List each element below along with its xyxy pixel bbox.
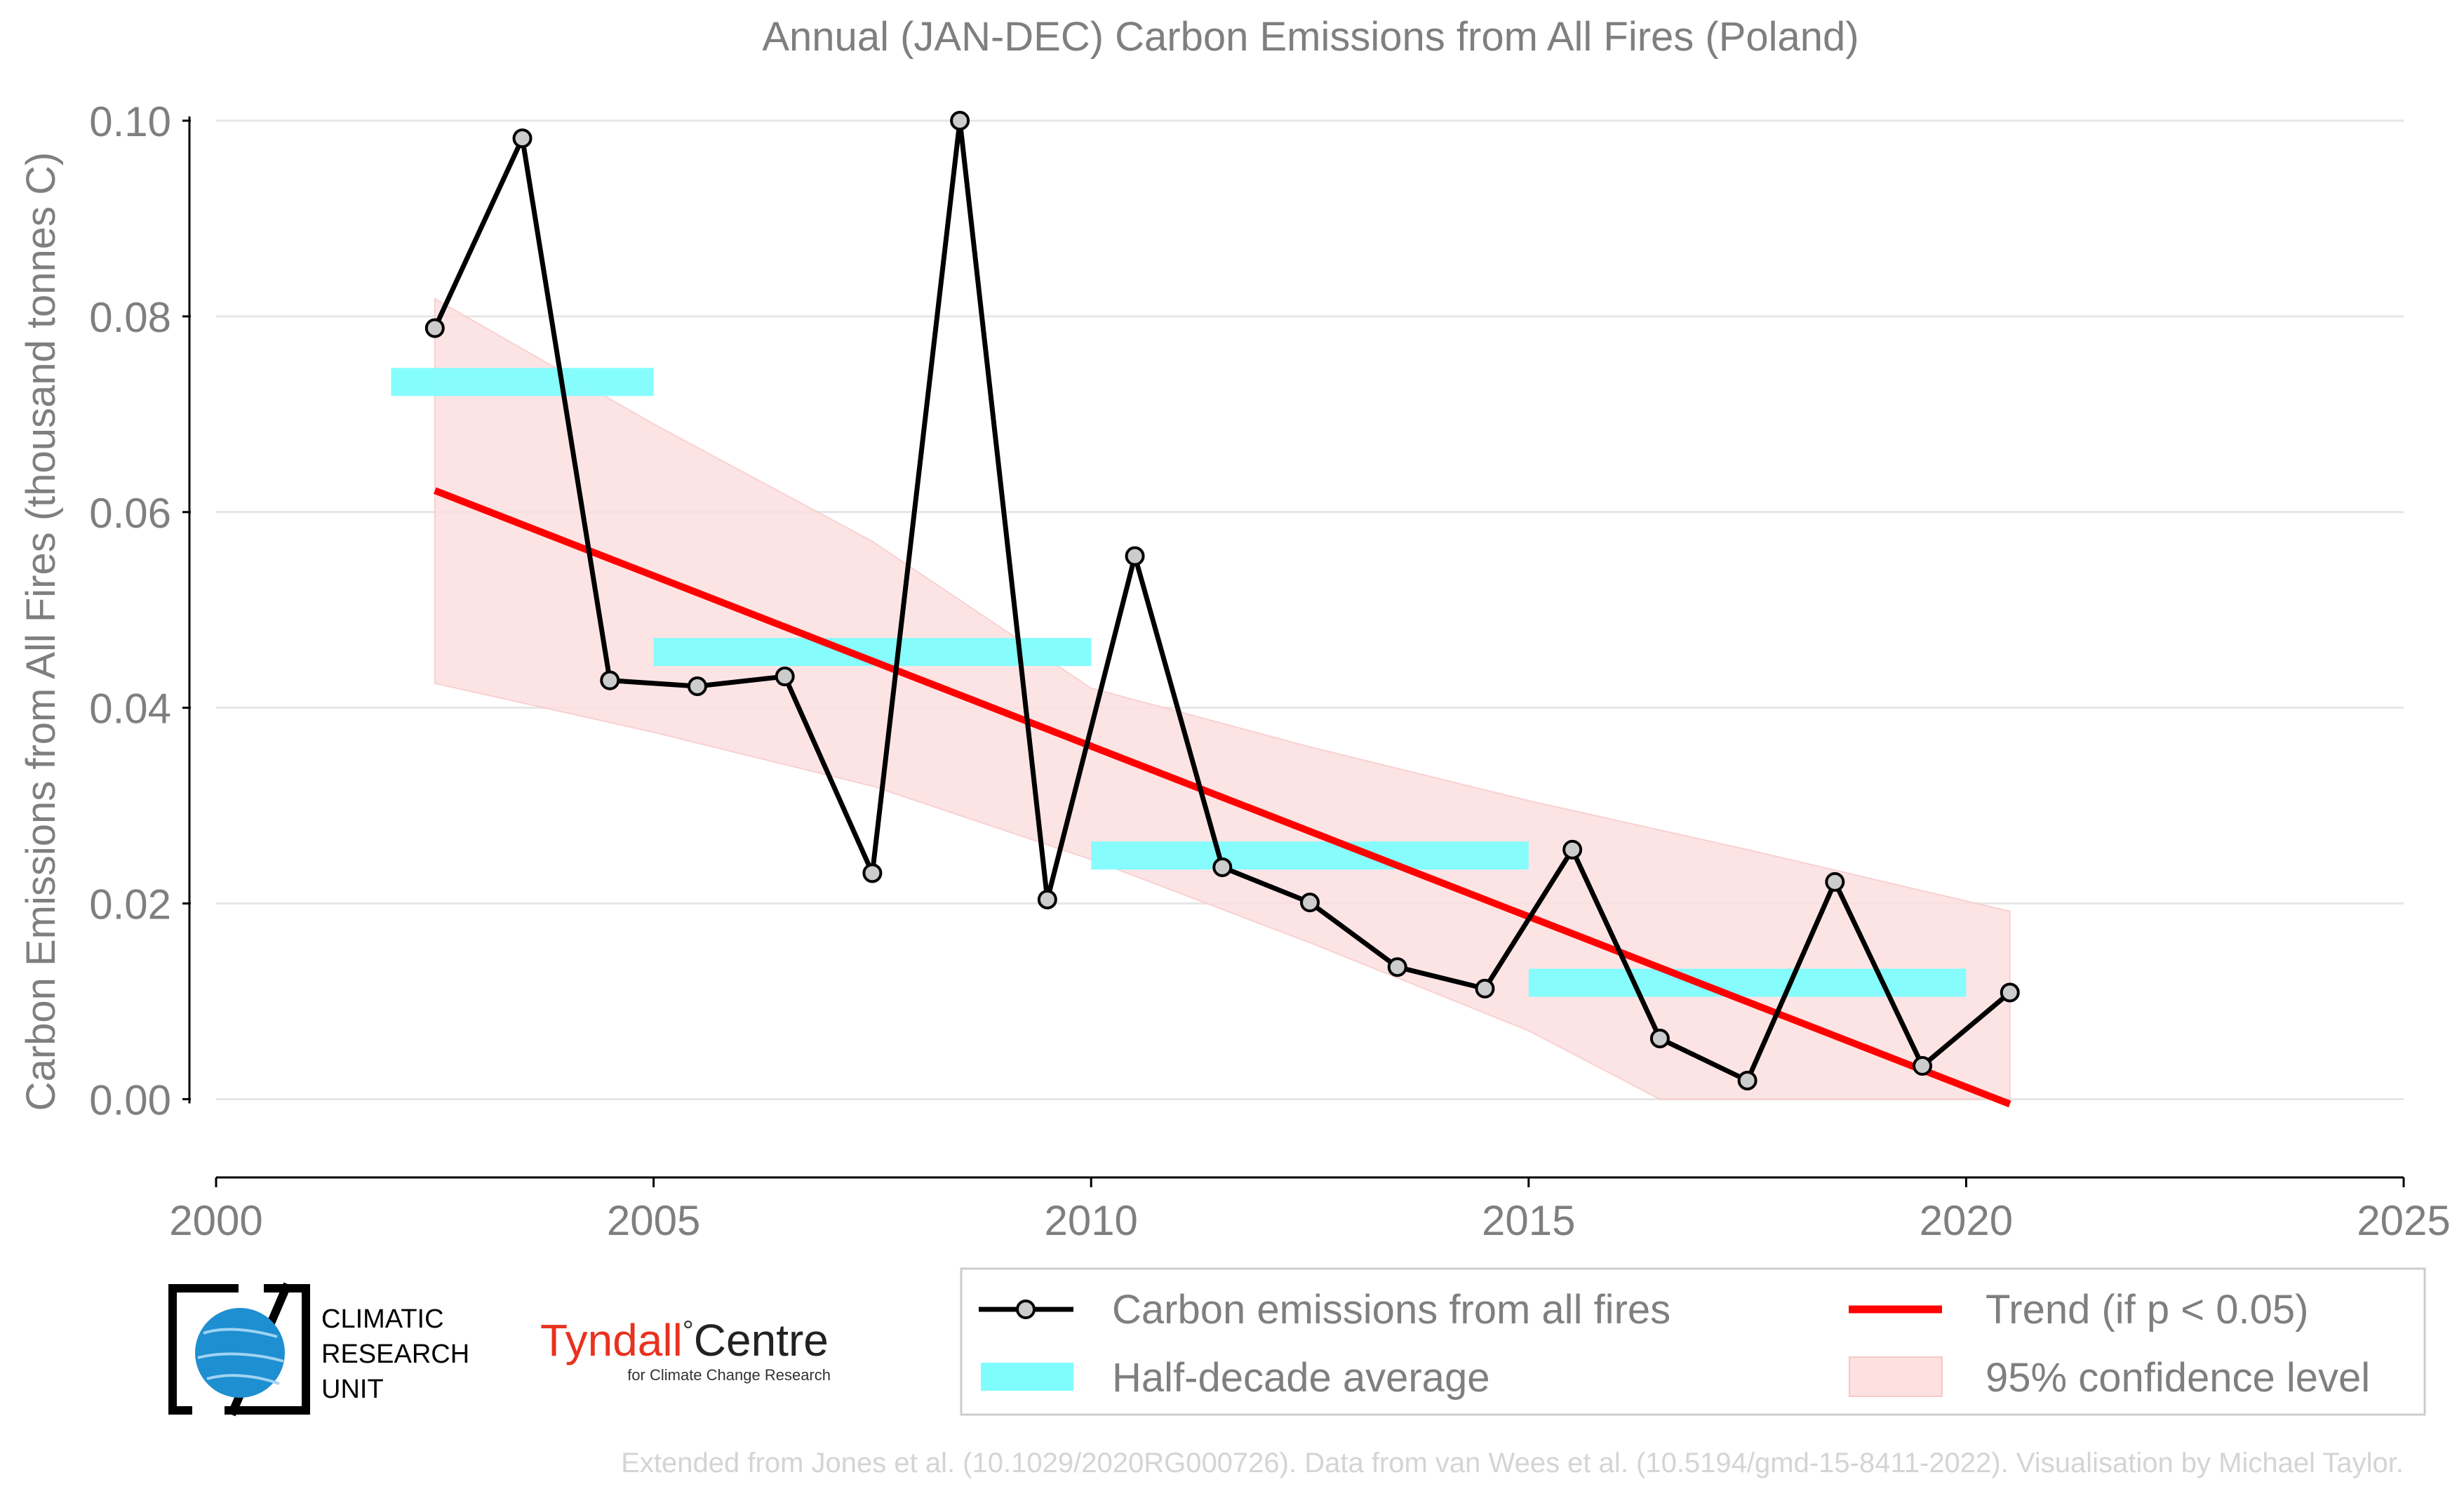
legend-box — [960, 1267, 2426, 1416]
cru-logo-bracket-left — [168, 1284, 239, 1415]
emissions-point-11 — [1387, 957, 1407, 977]
x-tick-labels: 2000 2005 2010 2015 2020 2025 — [169, 1177, 2451, 1244]
legend-item-half-decade: Half-decade average — [981, 1355, 1489, 1401]
tyndall-logo: Tyndall°Centre for Climate Change Resear… — [540, 1315, 831, 1384]
emissions-point-16 — [1825, 871, 1845, 892]
emissions-point-18 — [2000, 982, 2020, 1003]
x-tick-label-4: 2020 — [1920, 1197, 2013, 1244]
x-tick-label-2: 2010 — [1044, 1197, 1137, 1244]
trend-layer — [433, 487, 2011, 1108]
x-tick-label-3: 2015 — [1482, 1197, 1575, 1244]
y-tick-label-5: 0.10 — [89, 98, 171, 145]
half-decade-bar-3 — [1528, 968, 1967, 997]
emissions-point-14 — [1649, 1028, 1670, 1048]
trend-line — [433, 487, 2011, 1108]
x-tick-label-5: 2025 — [2357, 1197, 2450, 1244]
y-tick-labels: 0.00 0.02 0.04 0.06 0.08 0.10 — [89, 98, 191, 1123]
y-axis-label: Carbon Emissions from All Fires (thousan… — [18, 152, 64, 1111]
confidence-band-layer — [434, 298, 2011, 1100]
emissions-point-6 — [950, 111, 970, 131]
legend-half-decade-label: Half-decade average — [1112, 1355, 1489, 1401]
emissions-point-12 — [1475, 978, 1495, 999]
svg-text:Tyndall°Centre: Tyndall°Centre — [540, 1315, 829, 1365]
legend-confidence-label: 95% confidence level — [1986, 1355, 2370, 1401]
emissions-point-15 — [1737, 1070, 1757, 1090]
y-tick-label-0: 0.00 — [89, 1076, 171, 1123]
legend-item-confidence: 95% confidence level — [1849, 1355, 2370, 1401]
tyndall-logo-subtitle: for Climate Change Research — [627, 1366, 831, 1384]
emissions-series-layer — [424, 111, 2020, 1090]
emissions-point-5 — [862, 863, 883, 883]
legend-half-decade-swatch — [981, 1363, 1073, 1391]
legend: Carbon emissions from all fires Half-dec… — [960, 1267, 2426, 1416]
legend-item-emissions: Carbon emissions from all fires — [979, 1287, 1670, 1333]
emissions-point-9 — [1212, 857, 1233, 877]
cru-logo-line3: UNIT — [321, 1375, 384, 1404]
x-tick-label-0: 2000 — [169, 1197, 262, 1244]
footer-credits: Extended from Jones et al. (10.1029/2020… — [621, 1448, 2404, 1478]
emissions-point-1 — [512, 128, 533, 149]
legend-item-trend: Trend (if p < 0.05) — [1849, 1287, 2308, 1333]
emissions-point-13 — [1562, 839, 1583, 860]
emissions-point-17 — [1913, 1056, 1933, 1076]
emissions-point-3 — [687, 676, 707, 696]
x-tick-label-1: 2005 — [607, 1197, 700, 1244]
tyndall-logo-degree: ° — [683, 1316, 694, 1347]
chart-title: Annual (JAN-DEC) Carbon Emissions from A… — [762, 14, 1859, 60]
y-tick-label-1: 0.02 — [89, 881, 171, 928]
confidence-band — [434, 298, 2011, 1100]
half-decade-bar-0 — [391, 368, 654, 396]
axes — [188, 116, 2404, 1179]
cru-logo-line2: RESEARCH — [321, 1340, 469, 1369]
emissions-point-2 — [600, 670, 620, 690]
cru-logo-line1: CLIMATIC — [321, 1304, 444, 1334]
cru-logo: CLIMATIC RESEARCH UNIT — [168, 1282, 469, 1417]
legend-confidence-swatch — [1849, 1356, 1943, 1397]
y-tick-label-4: 0.08 — [89, 294, 171, 341]
globe-icon-lines — [197, 1328, 284, 1385]
emissions-point-0 — [424, 318, 445, 338]
tyndall-logo-centre: Centre — [694, 1315, 829, 1365]
tyndall-logo-name: Tyndall — [540, 1315, 683, 1365]
legend-emissions-label: Carbon emissions from all fires — [1112, 1287, 1670, 1333]
half-decade-bar-2 — [1091, 841, 1529, 870]
emissions-point-8 — [1125, 546, 1145, 566]
legend-emissions-swatch-marker — [1016, 1300, 1036, 1319]
legend-trend-label: Trend (if p < 0.05) — [1986, 1287, 2308, 1333]
emissions-point-4 — [775, 667, 795, 687]
y-tick-label-3: 0.06 — [89, 490, 171, 537]
y-tick-label-2: 0.04 — [89, 686, 171, 733]
emissions-point-10 — [1300, 893, 1320, 913]
emissions-point-7 — [1037, 889, 1057, 909]
